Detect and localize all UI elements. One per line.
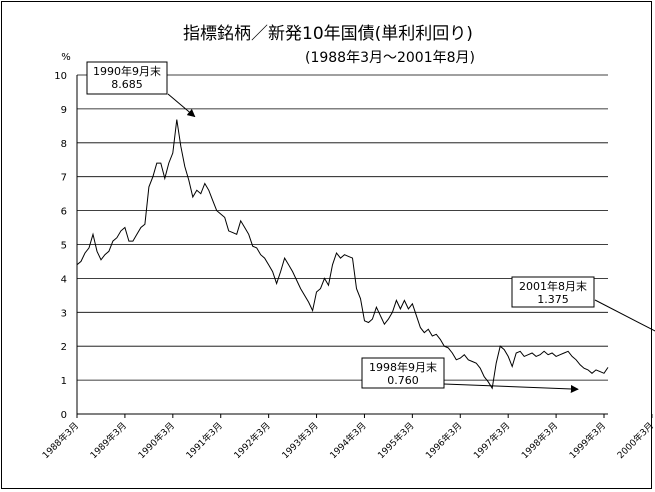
y-tick-label: 5 [61,241,67,252]
x-tick-label: 1999年3月 [567,420,608,461]
annotation-date-label: 2001年8月末 [519,279,587,293]
chart-subtitle: (1988年3月～2001年8月) [305,50,475,66]
y-tick-label: 3 [61,308,67,319]
y-tick-label: 8 [61,139,67,150]
y-tick-label: 6 [61,207,67,218]
y-axis-ticks: 0 1 2 3 4 5 6 7 8 9 10 [54,71,67,421]
y-tick-label: 1 [61,376,67,387]
annotation-box [86,61,168,95]
annotation-value-label: 1.375 [537,293,569,306]
series-layer [76,119,609,390]
yield-series-line [76,119,609,390]
x-tick-label: 1993年3月 [279,420,320,461]
annotation-value-label: 0.760 [387,374,419,387]
x-axis-ticks: 1988年3月 1989年3月 1990年3月 1991年3月 1992年3月 1993年… [40,414,655,461]
annotation-box [361,357,445,389]
x-tick-label: 1989年3月 [88,420,129,461]
annotation-arrow [594,299,655,332]
x-tick-label: 1997年3月 [471,420,512,461]
chart-title: 指標銘柄／新発10年国債(単利利回り) [183,24,473,44]
x-tick-label: 1996年3月 [423,420,464,461]
x-tick-label: 1995年3月 [375,420,416,461]
x-tick-label: 1988年3月 [40,420,81,461]
annotation-date-label: 1990年9月末 [93,64,161,78]
grid-lines [76,74,608,415]
annotation-value-label: 8.685 [111,78,143,91]
annotation-arrow [167,93,196,118]
x-tick-label: 2000年3月 [615,420,655,461]
x-tick-label: 1990年3月 [135,420,176,461]
y-tick-label: 7 [61,173,67,184]
y-tick-label: 9 [61,105,67,116]
y-axis-unit-label: % [61,52,71,63]
annotation-arrow [443,383,579,393]
x-tick-label: 1992年3月 [231,420,272,461]
y-tick-label: 0 [61,410,67,421]
y-tick-label: 10 [54,71,67,82]
x-tick-label: 1994年3月 [327,420,368,461]
y-tick-label: 2 [61,342,67,353]
x-tick-label: 1991年3月 [183,420,224,461]
x-tick-label: 1998年3月 [519,420,560,461]
y-tick-label: 4 [61,274,67,285]
annotation-date-label: 1998年9月末 [369,360,437,374]
annotation-box [511,276,595,308]
